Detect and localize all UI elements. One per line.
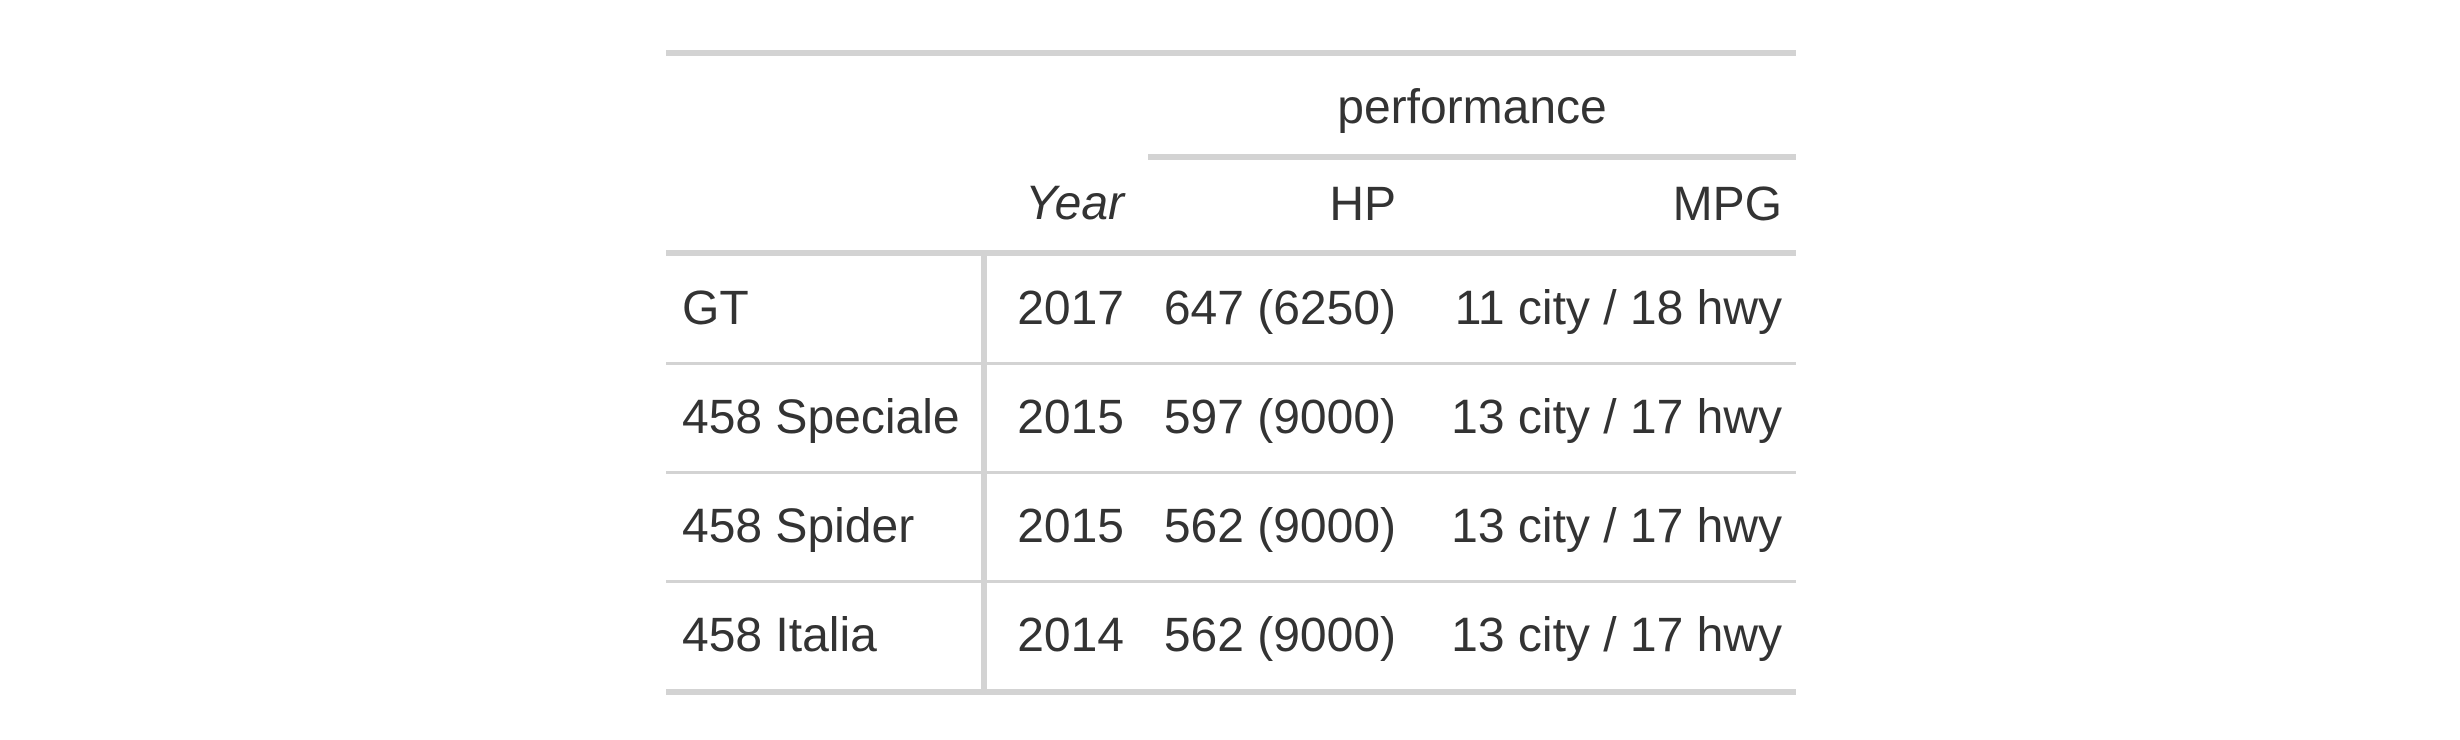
year-cell: 2017 <box>984 253 1148 365</box>
hp-cell: 562 (9000) <box>1148 472 1436 583</box>
model-cell: GT <box>666 253 987 365</box>
stub-spanner-blank <box>666 50 984 157</box>
year-cell: 2015 <box>984 472 1148 583</box>
mpg-cell: 13 city / 17 hwy <box>1436 472 1796 583</box>
column-header-row: Year HP MPG <box>666 157 1796 256</box>
table-body: GT 2017 647 (6250) 11 city / 18 hwy 458 … <box>666 253 1796 695</box>
table-row: 458 Speciale 2015 597 (9000) 13 city / 1… <box>666 363 1796 474</box>
year-cell: 2015 <box>984 363 1148 474</box>
model-cell: 458 Italia <box>666 581 987 695</box>
hp-cell: 597 (9000) <box>1148 363 1436 474</box>
mpg-cell: 11 city / 18 hwy <box>1436 253 1796 365</box>
year-spanner-blank <box>984 50 1148 157</box>
spanner-row: performance <box>666 50 1796 160</box>
table-row: 458 Spider 2015 562 (9000) 13 city / 17 … <box>666 472 1796 583</box>
mpg-column-header: MPG <box>1436 157 1796 256</box>
year-cell: 2014 <box>984 581 1148 695</box>
stub-header <box>666 157 984 256</box>
hp-cell: 562 (9000) <box>1148 581 1436 695</box>
mpg-cell: 13 city / 17 hwy <box>1436 363 1796 474</box>
hp-column-header: HP <box>1148 157 1436 256</box>
table-row: GT 2017 647 (6250) 11 city / 18 hwy <box>666 253 1796 365</box>
year-column-header: Year <box>984 157 1148 256</box>
data-table: performance Year HP MPG GT 2017 647 (625… <box>666 50 1796 695</box>
hp-cell: 647 (6250) <box>1148 253 1436 365</box>
performance-spanner: performance <box>1148 50 1796 160</box>
model-cell: 458 Speciale <box>666 363 987 474</box>
model-cell: 458 Spider <box>666 472 987 583</box>
mpg-cell: 13 city / 17 hwy <box>1436 581 1796 695</box>
table-row: 458 Italia 2014 562 (9000) 13 city / 17 … <box>666 581 1796 695</box>
table-header: performance Year HP MPG <box>666 50 1796 256</box>
